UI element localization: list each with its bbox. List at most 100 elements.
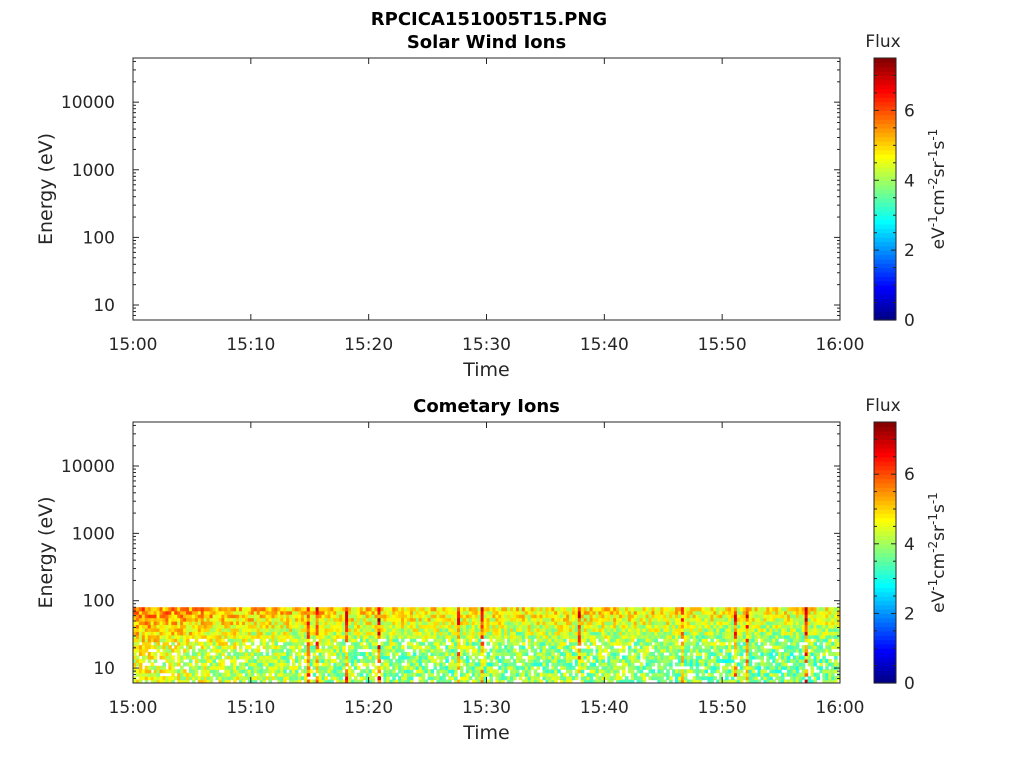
colorbar-swatch bbox=[874, 132, 896, 138]
spectrogram-cell bbox=[286, 676, 290, 681]
spectrogram-cell bbox=[515, 655, 520, 660]
y-tick-label: 10000 bbox=[61, 93, 115, 113]
spectrogram-cell bbox=[218, 607, 222, 612]
spectrogram-cell bbox=[368, 607, 373, 612]
spectrogram-cell bbox=[183, 672, 187, 677]
spectrogram-cell bbox=[309, 662, 314, 667]
spectrogram-cell bbox=[265, 621, 270, 626]
spectrogram-cell bbox=[610, 662, 614, 667]
spectrogram-cell bbox=[395, 610, 399, 615]
spectrogram-cell bbox=[174, 669, 178, 674]
spectrogram-cell bbox=[760, 669, 765, 674]
spectrogram-cell bbox=[607, 655, 611, 660]
spectrogram-cell bbox=[769, 624, 773, 629]
spectrogram-cell bbox=[259, 638, 264, 643]
spectrogram-cell bbox=[680, 645, 685, 650]
spectrogram-cell bbox=[409, 617, 414, 622]
spectrogram-cell bbox=[333, 614, 337, 619]
spectrogram-cell bbox=[698, 652, 703, 657]
spectrogram-cell bbox=[215, 631, 220, 636]
spectrogram-cell bbox=[683, 634, 688, 639]
spectrogram-cell bbox=[186, 614, 190, 619]
spectrogram-cell bbox=[819, 624, 823, 629]
spectrogram-cell bbox=[445, 658, 449, 663]
spectrogram-cell bbox=[174, 634, 178, 639]
spectrogram-cell bbox=[177, 627, 181, 632]
spectrogram-cell bbox=[327, 648, 331, 653]
spectrogram-cell bbox=[315, 631, 320, 636]
spectrogram-cell bbox=[318, 610, 323, 615]
spectrogram-cell bbox=[651, 624, 656, 629]
spectrogram-cell bbox=[831, 676, 835, 681]
spectrogram-cell bbox=[731, 655, 735, 660]
spectrogram-cell bbox=[138, 658, 143, 663]
spectrogram-cell bbox=[669, 658, 673, 663]
spectrogram-cell bbox=[825, 662, 829, 667]
spectrogram-cell bbox=[404, 676, 408, 681]
spectrogram-cell bbox=[592, 614, 597, 619]
spectrogram-cell bbox=[289, 669, 293, 674]
spectrogram-cell bbox=[784, 631, 788, 636]
spectrogram-cell bbox=[389, 617, 393, 622]
spectrogram-cell bbox=[513, 641, 517, 646]
spectrogram-cell bbox=[280, 621, 284, 626]
spectrogram-cell bbox=[247, 676, 252, 681]
spectrogram-cell bbox=[224, 672, 228, 677]
spectrogram-cell bbox=[218, 641, 222, 646]
colorbar-swatch bbox=[874, 84, 896, 90]
spectrogram-cell bbox=[206, 627, 211, 632]
spectrogram-cell bbox=[492, 617, 496, 622]
spectrogram-cell bbox=[233, 676, 237, 681]
spectrogram-cell bbox=[595, 621, 600, 626]
spectrogram-cell bbox=[297, 652, 302, 657]
spectrogram-cell bbox=[330, 631, 334, 636]
spectrogram-cell bbox=[165, 627, 169, 632]
spectrogram-cell bbox=[707, 627, 711, 632]
spectrogram-cell bbox=[530, 607, 535, 612]
spectrogram-cell bbox=[359, 645, 364, 650]
spectrogram-cell bbox=[171, 648, 175, 653]
spectrogram-cell bbox=[262, 662, 267, 667]
spectrogram-cell bbox=[144, 648, 149, 653]
spectrogram-cell bbox=[775, 672, 779, 677]
spectrogram-cell bbox=[468, 655, 473, 660]
spectrogram-cell bbox=[545, 641, 549, 646]
spectrogram-cell bbox=[253, 617, 258, 622]
spectrogram-cell bbox=[321, 645, 326, 650]
spectrogram-cell bbox=[784, 607, 788, 612]
spectrogram-cell bbox=[819, 614, 823, 619]
spectrogram-cell bbox=[775, 658, 779, 663]
spectrogram-cell bbox=[789, 638, 794, 643]
spectrogram-cell bbox=[133, 655, 137, 660]
spectrogram-cell bbox=[760, 610, 765, 615]
spectrogram-cell bbox=[371, 627, 376, 632]
spectrogram-cell bbox=[775, 624, 779, 629]
spectrogram-cell bbox=[259, 652, 264, 657]
spectrogram-cell bbox=[454, 614, 458, 619]
spectrogram-cell bbox=[174, 627, 178, 632]
spectrogram-cell bbox=[760, 672, 765, 677]
spectrogram-cell bbox=[698, 638, 703, 643]
spectrogram-cell bbox=[807, 621, 812, 626]
spectrogram-cell bbox=[253, 652, 258, 657]
spectrogram-cell bbox=[230, 607, 234, 612]
spectrogram-cell bbox=[651, 631, 656, 636]
spectrogram-cell bbox=[657, 665, 661, 670]
spectrogram-cell bbox=[471, 627, 476, 632]
spectrogram-cell bbox=[339, 648, 343, 653]
spectrogram-cell bbox=[489, 624, 493, 629]
colorbar-swatch bbox=[874, 530, 896, 536]
spectrogram-cell bbox=[227, 627, 231, 632]
spectrogram-cell bbox=[389, 607, 393, 612]
spectrogram-cell bbox=[837, 652, 840, 657]
spectrogram-cell bbox=[259, 679, 264, 683]
spectrogram-cell bbox=[247, 652, 252, 657]
x-tick-label: 15:30 bbox=[462, 335, 511, 355]
spectrogram-cell bbox=[568, 621, 573, 626]
spectrogram-cell bbox=[689, 614, 694, 619]
colorbar-swatch bbox=[874, 587, 896, 593]
spectrogram-cell bbox=[221, 679, 225, 683]
spectrogram-cell bbox=[571, 655, 576, 660]
spectrogram-cell bbox=[722, 627, 726, 632]
spectrogram-cell bbox=[571, 631, 576, 636]
